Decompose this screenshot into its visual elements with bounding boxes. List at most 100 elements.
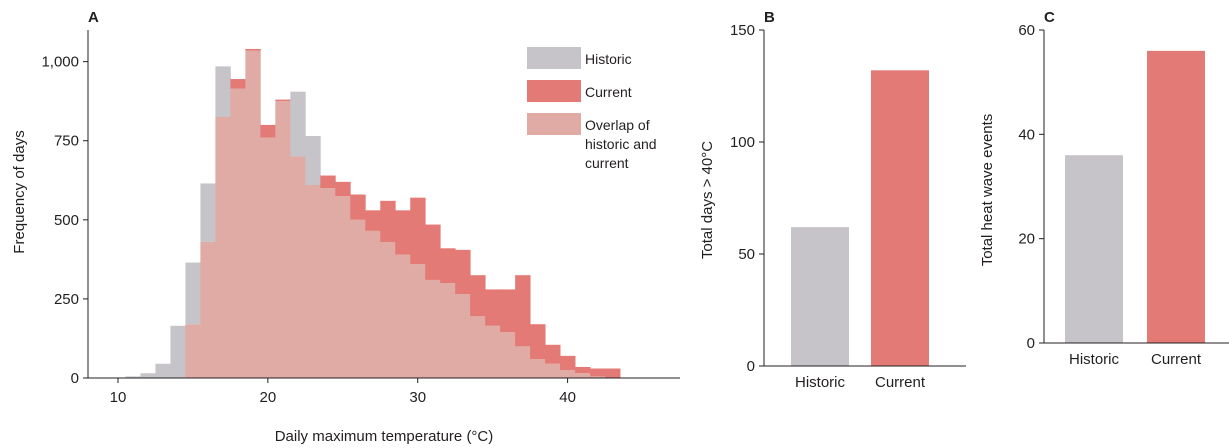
overlap-bar — [500, 332, 516, 378]
y-axis-label: Frequency of days — [11, 130, 28, 253]
current-bar — [320, 175, 336, 189]
x-tick-label: 10 — [110, 389, 127, 406]
current-bar — [455, 249, 471, 295]
x-tick-label: 20 — [260, 389, 277, 406]
current-bar — [245, 48, 261, 51]
panel-c-axes: 0 20 40 60 Historic Current — [1018, 22, 1229, 368]
overlap-bar — [575, 373, 591, 378]
current-bar — [605, 368, 621, 378]
panel-b-bar-chart: B 0 50 100 150 Historic Current Total days > … — [699, 9, 966, 391]
current-bar — [365, 210, 381, 231]
current-bar — [350, 194, 366, 220]
historic-bar — [200, 183, 216, 242]
overlap-bar — [545, 363, 561, 378]
historic-bar — [305, 135, 321, 186]
y-tick-label: 500 — [54, 212, 79, 229]
panel-b-x-tick-label: Current — [875, 374, 926, 391]
current-bar — [335, 181, 351, 197]
panel-a-axes: 0 250 500 750 1,000 10 20 30 40 — [41, 30, 680, 406]
panel-c-x-tick-label: Historic — [1069, 351, 1120, 368]
panel-c-bar-chart: C 0 20 40 60 Historic Current Total heat wave… — [979, 9, 1229, 368]
historic-bar — [290, 91, 306, 157]
overlap-bar — [215, 117, 231, 378]
current-bar — [425, 224, 441, 280]
legend-swatch-overlap — [527, 113, 581, 135]
panel-b-x-tick-label: Historic — [795, 374, 846, 391]
overlap-bar — [230, 88, 246, 378]
overlap-bar — [395, 254, 411, 378]
panel-c-y-tick-label: 0 — [1027, 335, 1035, 352]
overlap-bar — [305, 185, 321, 378]
current-bar — [530, 324, 546, 360]
overlap-bar — [440, 283, 456, 378]
panel-c-y-tick-label: 20 — [1018, 231, 1035, 248]
historic-bar — [140, 373, 156, 378]
panel-c-y-tick-label: 40 — [1018, 126, 1035, 143]
y-tick-label: 750 — [54, 133, 79, 150]
panel-a-letter: A — [88, 9, 99, 26]
overlap-bar — [320, 188, 336, 378]
overlap-bar — [410, 264, 426, 378]
current-bar — [395, 210, 411, 255]
panel-c-bar-historic — [1065, 155, 1123, 343]
panel-c-x-tick-label: Current — [1151, 351, 1202, 368]
panel-b-axes: 0 50 100 150 Historic Current — [730, 22, 966, 391]
overlap-bar — [530, 359, 546, 378]
current-bar — [470, 275, 486, 317]
y-tick-label: 250 — [54, 291, 79, 308]
legend-label-historic: Historic — [585, 51, 632, 67]
historic-bar — [170, 325, 186, 378]
current-bar — [410, 197, 426, 265]
panel-b-y-tick-label: 0 — [747, 358, 755, 375]
overlap-bar — [485, 325, 501, 378]
current-bar — [560, 355, 576, 371]
legend-swatch-current — [527, 80, 581, 102]
panel-c-letter: C — [1044, 9, 1055, 26]
panel-b-bars — [791, 70, 929, 366]
overlap-bar — [245, 50, 261, 379]
panel-b-y-tick-label: 150 — [730, 22, 755, 39]
x-tick-label: 30 — [409, 389, 426, 406]
panel-b-y-tick-label: 50 — [738, 246, 755, 263]
current-bar — [380, 200, 396, 242]
panel-c-y-tick-label: 60 — [1018, 22, 1035, 39]
legend-label-current: Current — [585, 84, 632, 100]
historic-bar — [125, 376, 141, 378]
current-bar — [545, 344, 561, 364]
overlap-bar — [590, 376, 606, 378]
x-axis-label: Daily maximum temperature (°C) — [275, 428, 494, 445]
current-bar — [515, 275, 531, 347]
current-bar — [260, 124, 276, 138]
panel-b-letter: B — [764, 9, 775, 26]
overlap-bar — [350, 219, 366, 378]
histogram-bars — [125, 48, 621, 379]
panel-c-bars — [1065, 50, 1205, 343]
legend-label-overlap-line-2: historic and — [585, 136, 657, 152]
x-tick-label: 40 — [559, 389, 576, 406]
current-bar — [485, 289, 501, 326]
overlap-bar — [275, 101, 291, 378]
legend-swatch-historic — [527, 47, 581, 69]
overlap-bar — [260, 137, 276, 378]
legend-label-overlap-line-1: Overlap of — [585, 117, 650, 133]
overlap-bar — [185, 324, 201, 378]
panel-b-bar-current — [871, 70, 929, 366]
overlap-bar — [365, 230, 381, 378]
overlap-bar — [560, 370, 576, 378]
historic-bar — [185, 262, 201, 325]
overlap-bar — [515, 346, 531, 378]
current-bar — [575, 366, 591, 374]
current-bar — [500, 289, 516, 333]
legend-label-overlap-line-3: current — [585, 155, 629, 171]
overlap-bar — [290, 156, 306, 378]
historic-bar — [155, 363, 171, 378]
y-tick-label: 0 — [71, 370, 79, 387]
overlap-bar — [470, 316, 486, 378]
current-bar — [590, 368, 606, 377]
panel-a-histogram: A 0 250 500 750 1,000 10 20 30 40 Historic Curre… — [11, 9, 680, 445]
panel-b-y-axis-label: Total days > 40°C — [699, 141, 716, 259]
current-bar — [275, 99, 291, 102]
overlap-bar — [335, 196, 351, 378]
current-bar — [440, 248, 456, 284]
